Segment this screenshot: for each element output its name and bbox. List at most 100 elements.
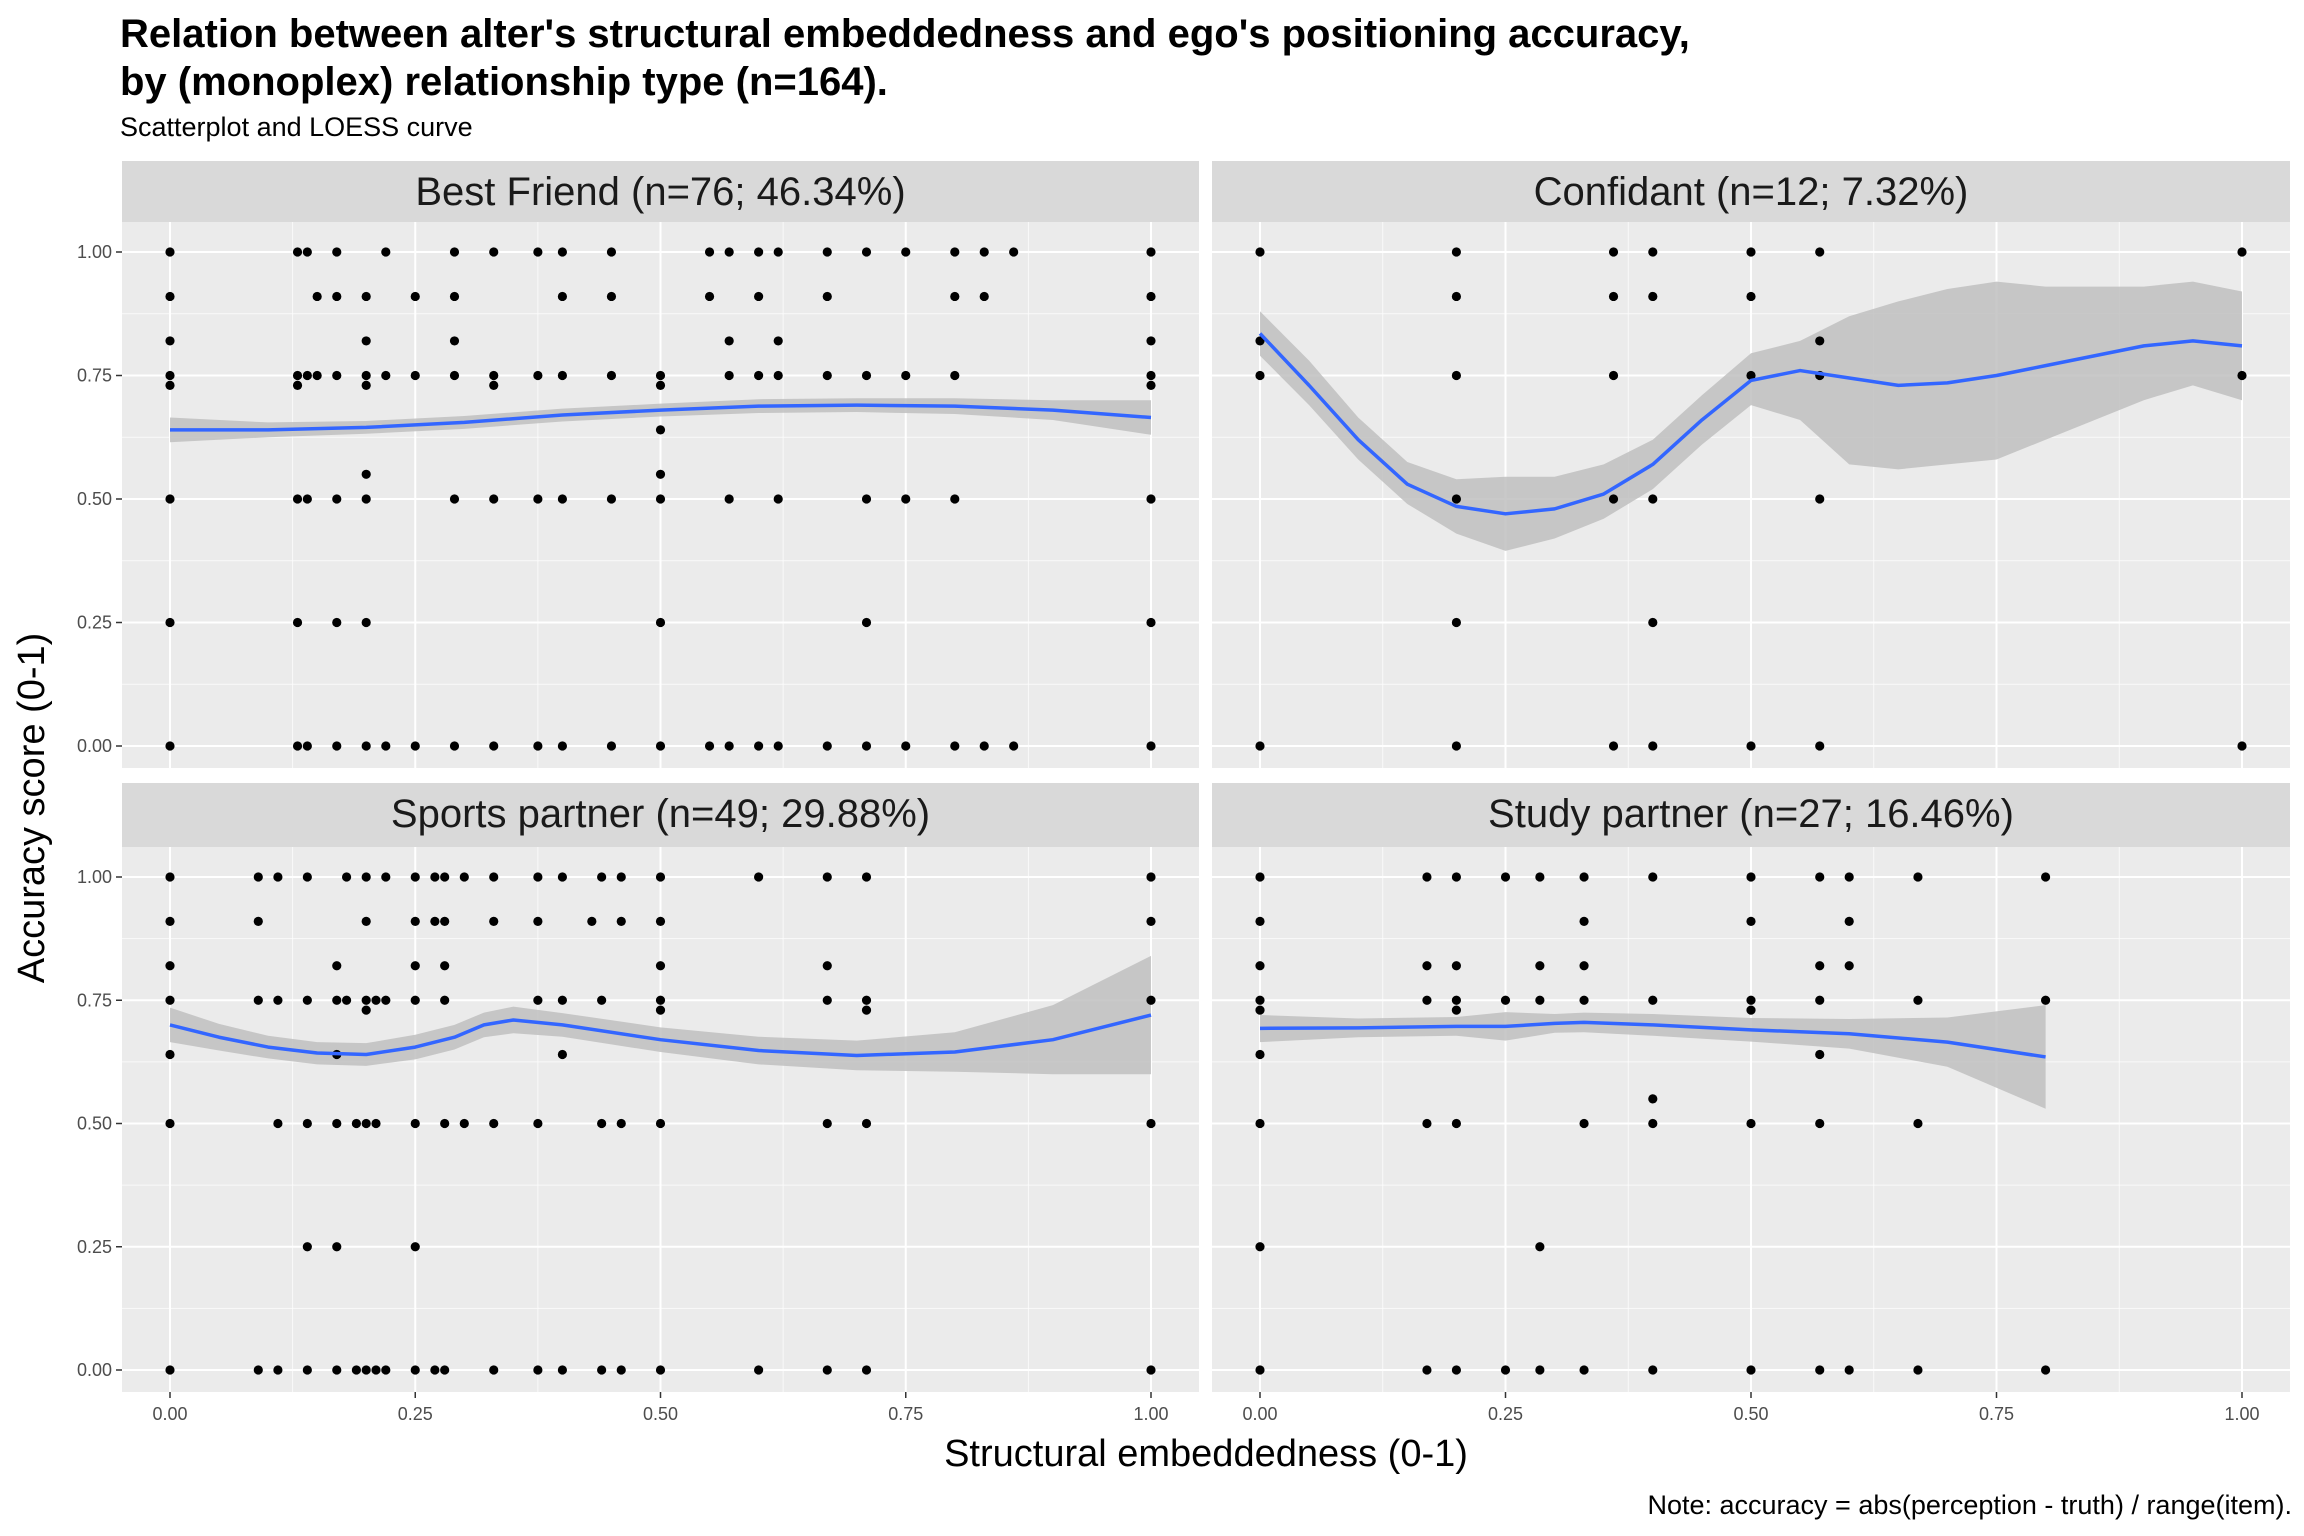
data-point: [1579, 995, 1589, 1005]
data-point: [1535, 995, 1545, 1005]
data-point: [332, 995, 342, 1005]
data-point: [332, 617, 342, 628]
data-point: [1255, 247, 1265, 257]
data-point: [861, 741, 872, 751]
data-point: [979, 247, 989, 257]
data-point: [822, 247, 832, 257]
data-point: [1500, 872, 1511, 882]
data-point: [410, 291, 420, 302]
data-point: [655, 425, 666, 435]
data-point: [449, 336, 460, 346]
data-point: [459, 1118, 469, 1129]
data-point: [410, 872, 420, 882]
loess-curve: [1258, 332, 2243, 516]
data-point: [979, 291, 989, 302]
data-point: [557, 1365, 568, 1375]
facet-strip: [122, 783, 1199, 847]
y-tick-label: 0.75: [77, 366, 112, 386]
data-point: [1451, 617, 1461, 628]
data-point: [1746, 916, 1756, 926]
x-tick-label: 0.75: [888, 1404, 923, 1424]
chart-subtitle: Scatterplot and LOESS curve: [120, 112, 473, 142]
data-point: [1255, 741, 1265, 751]
data-point: [1913, 995, 1923, 1005]
data-point: [459, 872, 469, 882]
data-point: [410, 741, 420, 751]
data-point: [381, 1365, 391, 1375]
data-point: [361, 336, 371, 346]
data-point: [1648, 1094, 1658, 1104]
data-point: [1146, 247, 1156, 257]
facet-panel-4: Study partner (n=27; 16.46%) 0.00 0.25 0.50…: [1212, 783, 2290, 1424]
data-point: [557, 370, 568, 381]
data-point: [950, 247, 960, 257]
data-point: [1815, 995, 1825, 1005]
data-point: [332, 494, 342, 504]
data-point: [361, 872, 371, 882]
data-point: [901, 370, 911, 381]
data-point: [655, 961, 666, 971]
data-point: [1500, 995, 1511, 1005]
data-point: [861, 872, 872, 882]
data-point: [1648, 741, 1658, 751]
data-point: [597, 995, 607, 1005]
data-point: [1146, 1118, 1156, 1129]
data-point: [1746, 247, 1756, 257]
data-point: [351, 1365, 361, 1375]
data-point: [371, 995, 381, 1005]
data-point: [1255, 1242, 1265, 1252]
data-point: [1648, 247, 1658, 257]
chart-note: Note: accuracy = abs(perception - truth)…: [1647, 1490, 2292, 1520]
data-point: [822, 872, 832, 882]
data-point: [724, 370, 734, 381]
data-point: [1255, 995, 1265, 1005]
data-point: [1146, 995, 1156, 1005]
data-point: [1422, 961, 1432, 971]
data-point: [1579, 1118, 1589, 1129]
data-point: [1535, 961, 1545, 971]
data-point: [1451, 247, 1461, 257]
data-point: [302, 872, 312, 882]
data-point: [1451, 291, 1461, 302]
data-point: [1255, 1049, 1265, 1060]
data-point: [489, 370, 499, 381]
data-point: [302, 995, 312, 1005]
data-point: [361, 1118, 371, 1129]
x-tick-label: 0.25: [1488, 1404, 1523, 1424]
facet-strip-label: Sports partner (n=49; 29.88%): [391, 792, 930, 836]
data-point: [332, 247, 342, 257]
data-point: [1451, 1118, 1461, 1129]
data-point: [1255, 961, 1265, 971]
data-point: [1146, 617, 1156, 628]
loess-confidence-ribbon: [170, 398, 1151, 443]
data-point: [440, 995, 450, 1005]
data-point: [724, 336, 734, 346]
data-point: [302, 1242, 312, 1252]
data-point: [754, 1365, 764, 1375]
data-point: [587, 916, 597, 926]
data-point: [440, 961, 450, 971]
data-point: [1815, 961, 1825, 971]
data-point: [773, 247, 783, 257]
data-point: [361, 1365, 371, 1375]
data-point: [1648, 494, 1658, 504]
data-point: [332, 1242, 342, 1252]
data-point: [449, 370, 460, 381]
data-point: [1255, 916, 1265, 926]
data-point: [1746, 995, 1756, 1005]
data-point: [332, 1118, 342, 1129]
y-tick-label: 0.75: [77, 990, 112, 1010]
loess-curve: [1259, 1020, 2046, 1059]
data-point: [410, 916, 420, 926]
data-point: [1255, 336, 1265, 346]
data-point: [1648, 1365, 1658, 1375]
data-point: [1608, 370, 1619, 381]
data-point: [1815, 336, 1825, 346]
data-point: [440, 1365, 450, 1375]
data-point: [557, 291, 568, 302]
data-point: [1746, 370, 1756, 381]
data-point: [1451, 1005, 1461, 1015]
data-point: [533, 494, 543, 504]
data-point: [381, 872, 391, 882]
data-point: [361, 916, 371, 926]
